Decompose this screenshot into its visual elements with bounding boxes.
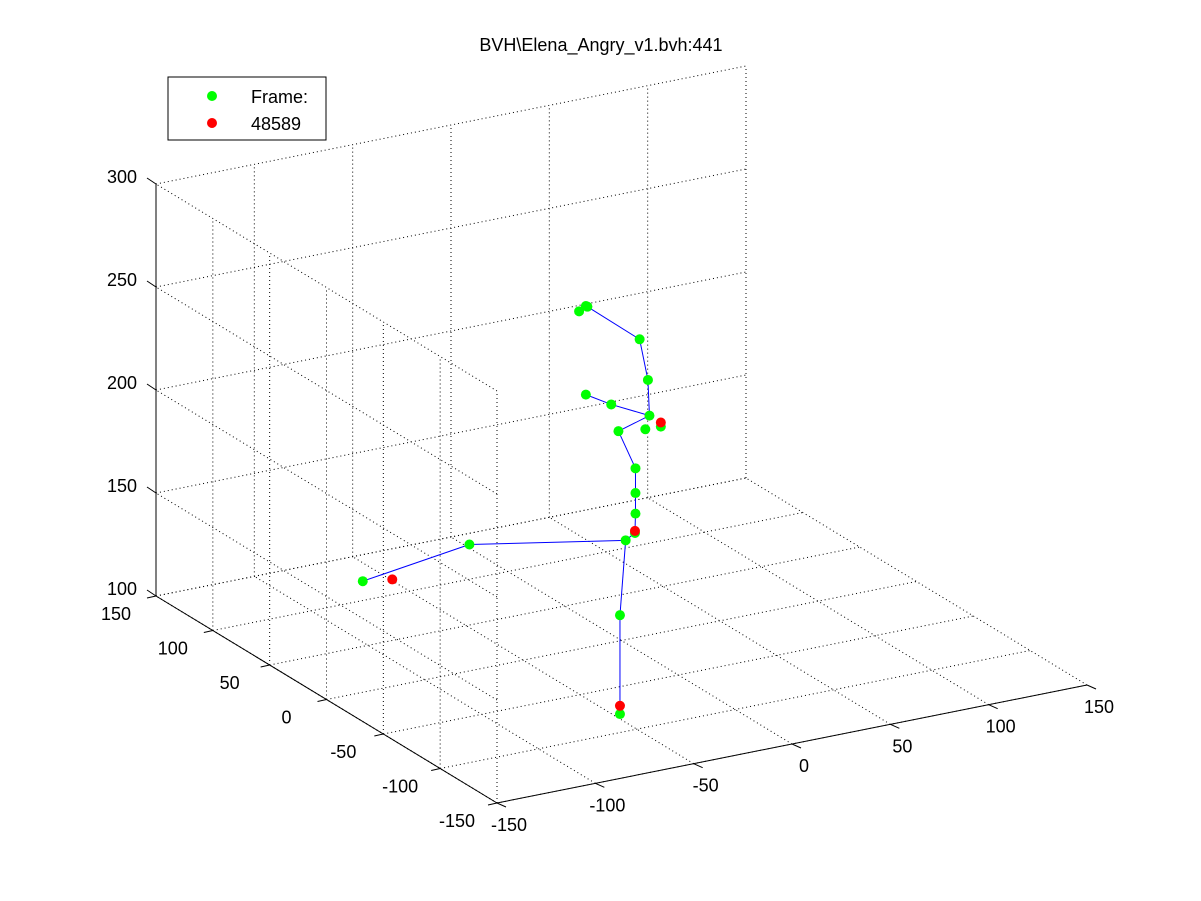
joint-marker — [614, 709, 625, 720]
y-tick-label: -50 — [330, 742, 356, 762]
left-wall-grid-line-z — [155, 389, 498, 598]
y-tick-mark — [260, 664, 270, 668]
joint-marker — [614, 610, 625, 621]
x-tick-mark — [791, 743, 802, 749]
joint-marker — [630, 463, 641, 474]
skeleton-bone — [587, 306, 640, 340]
x-tick-mark — [595, 782, 605, 788]
floor-grid-line-x — [745, 477, 1088, 686]
x-tick-mark — [1086, 684, 1097, 690]
chart-title: BVH\Elena_Angry_v1.bvh:441 — [479, 35, 722, 56]
x-tick-mark — [988, 704, 998, 710]
left-wall-grid-line-z — [155, 492, 498, 701]
legend-marker-frame — [207, 91, 217, 101]
skeleton-bone — [617, 430, 636, 469]
y-tick-mark — [374, 733, 384, 737]
x-tick-mark — [496, 802, 507, 808]
joint-marker — [574, 306, 585, 317]
joint-marker — [620, 535, 631, 546]
z-tick-mark — [146, 177, 157, 185]
y-tick-mark — [487, 802, 498, 806]
floor-grid-line-y — [269, 546, 860, 666]
y-tick-label: -150 — [439, 811, 475, 831]
y-tick-mark — [203, 630, 213, 633]
z-tick-label: 150 — [107, 476, 137, 496]
joint-marker — [630, 488, 641, 499]
joint-marker — [630, 508, 641, 519]
z-tick-label: 250 — [107, 270, 137, 290]
x-tick-label: 150 — [1084, 697, 1114, 717]
y-tick-label: 50 — [220, 673, 240, 693]
right-wall-grid-line-z — [155, 271, 747, 391]
floor-grid-line-y — [212, 512, 803, 631]
joint-marker — [613, 426, 624, 437]
skeleton-bone — [611, 403, 650, 417]
joint-marker — [606, 399, 617, 410]
x-tick-label: 0 — [799, 756, 809, 776]
skeleton-bone — [639, 339, 649, 381]
x-tick-mark — [693, 763, 703, 769]
floor-grid-line-x — [549, 516, 891, 725]
right-wall-grid-line-z — [155, 374, 747, 494]
joint-marker — [464, 539, 475, 550]
joint-marker — [644, 410, 655, 421]
highlight-marker — [387, 574, 398, 585]
skeleton-bone — [618, 415, 650, 432]
x-tick-label: -50 — [693, 776, 719, 796]
y-tick-mark — [317, 699, 327, 702]
z-tick-label: 300 — [107, 167, 137, 187]
legend-box — [167, 76, 327, 141]
y-tick-label: -100 — [382, 777, 418, 797]
skeleton-bone — [619, 540, 627, 616]
axis-tick-labels: -150 -100 -50 0 50 100 150 -150 -100 -50 0 50 100 150… — [101, 167, 1114, 835]
joint-markers — [357, 301, 666, 720]
joint-marker — [640, 424, 651, 435]
right-wall-grid-line-z — [155, 477, 747, 597]
joint-marker — [634, 334, 645, 345]
x-tick-label: 100 — [986, 717, 1016, 737]
y-tick-label: 0 — [281, 708, 291, 728]
left-wall-grid-line-z — [155, 286, 498, 495]
floor-grid-line-y — [440, 650, 1031, 769]
z-tick-mark — [146, 589, 157, 597]
joint-marker — [580, 389, 591, 400]
x-tick-label: -150 — [491, 815, 527, 835]
legend: Frame: 48589 — [167, 76, 327, 141]
y-tick-label: 100 — [158, 639, 188, 659]
joint-marker — [357, 576, 368, 587]
skeleton-bone — [362, 544, 470, 582]
x-tick-label: -100 — [589, 795, 625, 815]
z-tick-mark — [146, 486, 157, 494]
z-tick-mark — [146, 280, 157, 288]
x-tick-label: 50 — [892, 736, 912, 756]
legend-label-frame-number: 48589 — [251, 114, 301, 134]
floor-grid-line-y — [383, 615, 974, 735]
floor-grid-line-y — [326, 581, 917, 700]
joint-marker — [642, 374, 653, 385]
legend-marker-frame-number — [207, 118, 217, 128]
z-tick-label: 100 — [107, 579, 137, 599]
floor-grid-line-x — [647, 497, 989, 706]
skeleton-bone — [647, 379, 650, 416]
y-tick-mark — [146, 595, 157, 599]
highlight-marker — [655, 417, 666, 428]
right-wall-grid-line-z — [155, 65, 747, 185]
left-wall-grid-line-z — [155, 183, 498, 392]
y-tick-label: 150 — [101, 604, 131, 624]
legend-label-frame: Frame: — [251, 87, 308, 107]
right-wall-grid-line-z — [155, 168, 747, 288]
z-tick-mark — [146, 383, 157, 391]
skeleton-bone — [469, 539, 626, 546]
z-tick-label: 200 — [107, 373, 137, 393]
highlight-marker — [629, 525, 640, 536]
skeleton-bones — [362, 306, 650, 715]
joint-marker — [580, 301, 591, 312]
y-tick-mark — [431, 768, 441, 771]
x-tick-mark — [890, 723, 900, 729]
highlight-marker — [614, 700, 625, 711]
